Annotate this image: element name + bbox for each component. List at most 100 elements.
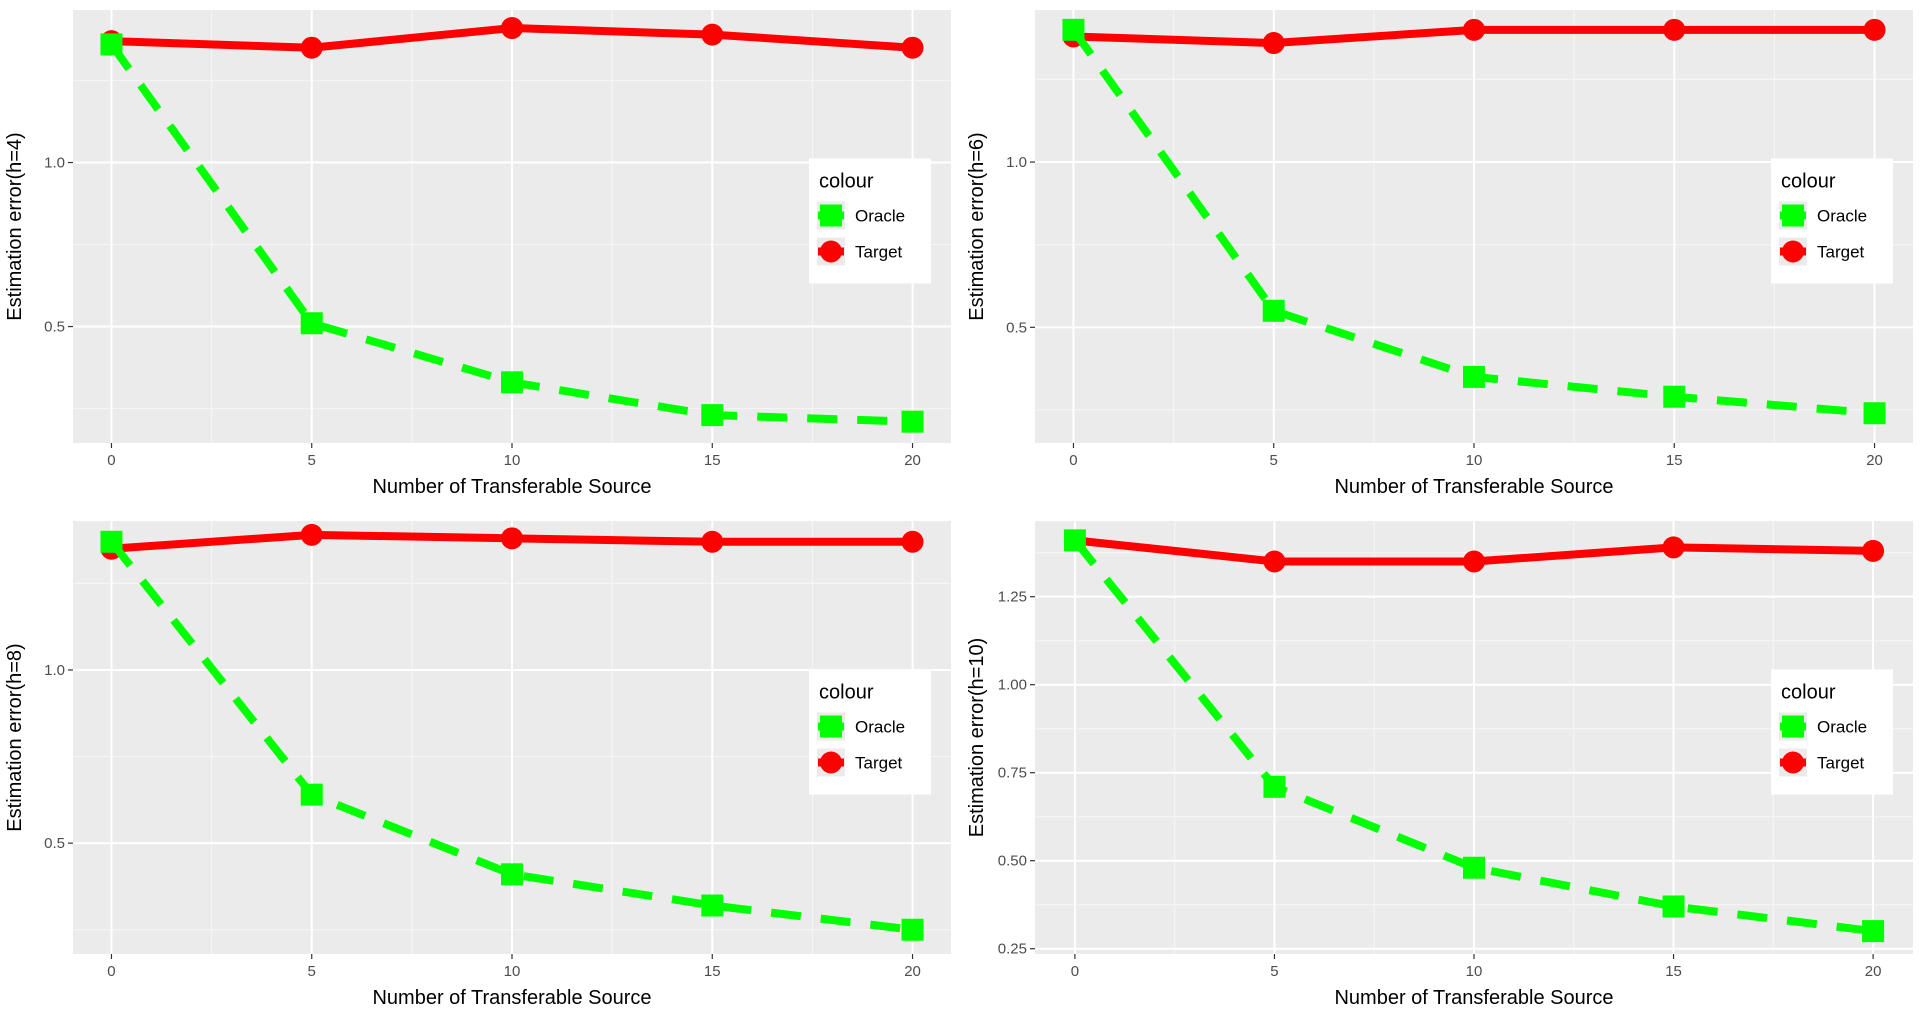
y-tick-label: 0.5: [1006, 319, 1027, 336]
oracle-series-line: [1071, 537, 1874, 936]
target-point: [1863, 18, 1886, 41]
y-tick-label: 1.0: [44, 155, 65, 172]
x-tick-label: 0: [1069, 452, 1077, 469]
oracle-series-line: [108, 539, 914, 934]
oracle-point: [1663, 385, 1686, 408]
oracle-point: [1263, 775, 1286, 798]
oracle-point: [901, 410, 924, 433]
chart-panel-4: 0 5 10 15 20 0.25 0.50 0.75 1.00 1.25 Number of Tr…: [966, 521, 1913, 1009]
y-tick-label: 1.25: [998, 589, 1027, 606]
legend-label-oracle: Oracle: [1817, 718, 1867, 737]
oracle-point: [1063, 529, 1086, 552]
legend: colour Oracle Target: [1771, 669, 1893, 795]
x-axis-title: Number of Transferable Source: [1334, 987, 1613, 1009]
x-tick-label: 10: [504, 963, 521, 980]
legend-title: colour: [1781, 171, 1836, 193]
target-point: [901, 530, 924, 553]
x-axis-title: Number of Transferable Source: [372, 987, 651, 1009]
oracle-point: [701, 894, 724, 917]
x-tick-label: 5: [1270, 963, 1278, 980]
y-axis-title: Estimation error(h=6): [966, 132, 988, 320]
oracle-point: [501, 371, 523, 394]
x-axis-title: Number of Transferable Source: [1334, 476, 1613, 498]
oracle-point: [701, 404, 724, 427]
y-axis-title: Estimation error(h=8): [4, 643, 26, 831]
legend: colour Oracle Target: [809, 669, 931, 795]
oracle-point: [1062, 18, 1085, 41]
legend-label-target: Target: [1817, 243, 1865, 262]
target-point: [901, 36, 924, 59]
legend-key-target-icon: [820, 240, 842, 263]
legend-label-oracle: Oracle: [855, 207, 905, 226]
oracle-point: [1262, 299, 1285, 322]
x-tick-label: 10: [1466, 452, 1483, 469]
y-tick-label: 0.5: [44, 319, 65, 336]
oracle-point: [1463, 365, 1485, 388]
x-tick-label: 10: [1466, 963, 1483, 980]
legend: colour Oracle Target: [809, 158, 931, 284]
legend-title: colour: [819, 682, 874, 704]
x-tick-label: 15: [704, 452, 721, 469]
legend-key-oracle-icon: [1782, 715, 1804, 738]
legend-label-target: Target: [1817, 754, 1865, 773]
target-point: [1662, 536, 1685, 559]
target-point: [1862, 539, 1885, 562]
x-axis-title: Number of Transferable Source: [372, 476, 651, 498]
x-tick-label: 0: [107, 452, 115, 469]
x-tick-label: 5: [1270, 452, 1278, 469]
legend-key-target-icon: [820, 751, 842, 774]
legend-key-target-icon: [1782, 751, 1804, 774]
legend-key-oracle-icon: [820, 204, 842, 227]
x-tick-label: 20: [904, 452, 921, 469]
target-point: [701, 23, 724, 46]
x-tick-label: 20: [1865, 963, 1882, 980]
legend-label-oracle: Oracle: [855, 718, 905, 737]
y-tick-label: 1.0: [1006, 154, 1027, 171]
x-tick-label: 0: [107, 963, 115, 980]
legend-label-target: Target: [855, 243, 903, 262]
oracle-point: [300, 312, 323, 335]
y-axis-title: Estimation error(h=10): [966, 638, 988, 838]
y-tick-label: 0.25: [998, 941, 1027, 958]
y-tick-label: 0.75: [998, 765, 1027, 782]
chart-panel-1: 0 5 10 15 20 0.5 1.0 Number of Transferable Sou…: [4, 10, 951, 498]
legend: colour Oracle Target: [1771, 158, 1893, 284]
chart-panel-3: 0 5 10 15 20 0.5 1.0 Number of Transferable Sou…: [4, 521, 951, 1009]
y-tick-label: 1.00: [998, 677, 1027, 694]
x-tick-label: 20: [1866, 452, 1883, 469]
y-tick-label: 0.5: [44, 835, 65, 852]
legend-key-target-icon: [1782, 240, 1804, 263]
target-point: [701, 530, 724, 553]
y-tick-label: 1.0: [44, 662, 65, 679]
legend-key-oracle-icon: [1782, 204, 1804, 227]
y-axis-title: Estimation error(h=4): [4, 132, 26, 320]
oracle-point: [100, 530, 123, 553]
oracle-point: [1463, 856, 1485, 879]
target-point: [1263, 550, 1286, 573]
oracle-point: [300, 783, 323, 806]
chart-panel-2: 0 5 10 15 20 0.5 1.0 Number of Transferable Sou…: [966, 10, 1913, 498]
target-point: [501, 17, 523, 40]
x-tick-label: 15: [1665, 963, 1682, 980]
y-tick-label: 0.50: [998, 853, 1027, 870]
target-point: [1262, 32, 1285, 55]
target-point: [1463, 18, 1485, 41]
oracle-point: [901, 918, 924, 941]
legend-label-oracle: Oracle: [1817, 207, 1867, 226]
target-point: [1463, 550, 1485, 573]
x-tick-label: 10: [504, 452, 521, 469]
oracle-point: [1662, 895, 1685, 918]
x-tick-label: 5: [308, 963, 316, 980]
x-tick-label: 15: [1666, 452, 1683, 469]
x-tick-label: 20: [904, 963, 921, 980]
legend-title: colour: [819, 171, 874, 193]
oracle-point: [501, 863, 523, 886]
legend-label-target: Target: [855, 754, 903, 773]
oracle-point: [1862, 920, 1885, 943]
x-tick-label: 0: [1071, 963, 1079, 980]
legend-key-oracle-icon: [820, 715, 842, 738]
target-point: [300, 36, 323, 59]
target-point: [300, 523, 323, 546]
legend-title: colour: [1781, 682, 1836, 704]
